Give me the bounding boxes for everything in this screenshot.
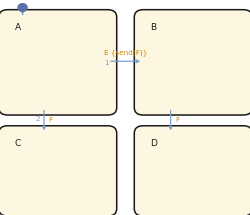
Text: 1: 1 [104,60,109,66]
Text: E {send(F)}: E {send(F)} [104,49,146,56]
FancyBboxPatch shape [0,10,116,115]
Text: F: F [174,117,178,123]
Text: A: A [14,23,20,32]
Text: D: D [150,139,156,148]
Text: B: B [150,23,156,32]
FancyBboxPatch shape [0,126,116,215]
Circle shape [18,4,27,11]
Text: 2: 2 [35,116,40,122]
FancyBboxPatch shape [134,10,250,115]
Text: F: F [48,117,52,123]
FancyBboxPatch shape [134,126,250,215]
Text: C: C [14,139,21,148]
